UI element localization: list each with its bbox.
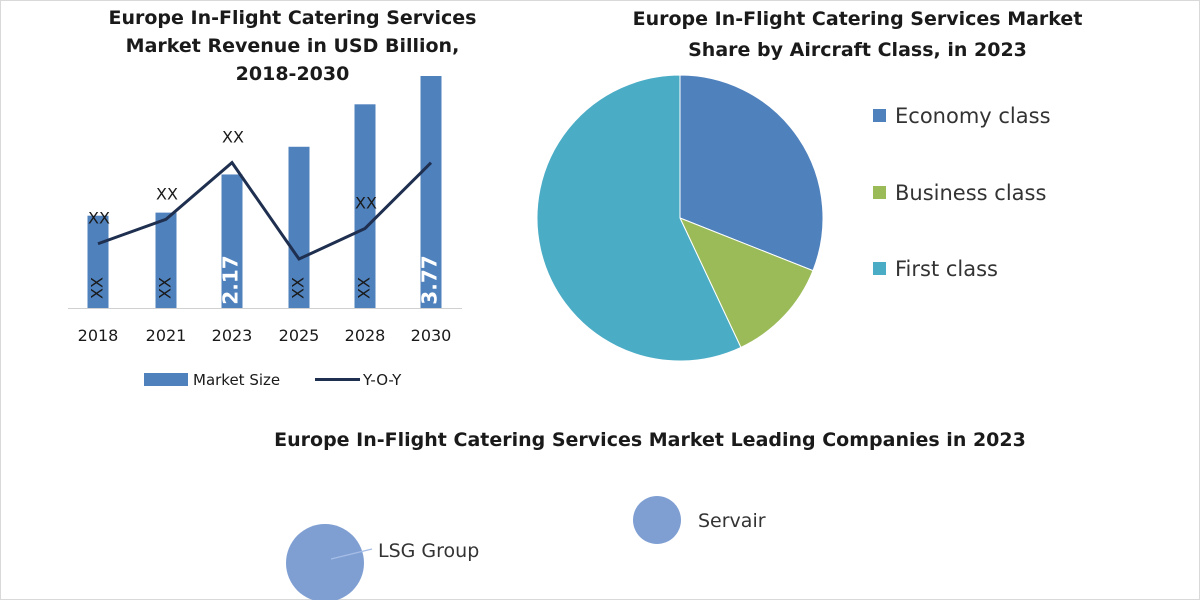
pie-chart-title-line-1: Europe In-Flight Catering Services Marke… [632,8,1083,30]
bar-2018 [87,215,109,308]
bar-2028 [354,104,376,308]
bubble-label-servair: Servair [698,510,766,532]
x-tick-2030: 2030 [411,326,452,345]
legend-swatch-market-size [144,373,188,386]
legend-label-market-size: Market Size [193,371,280,389]
bar-chart-title: Europe In-Flight Catering Services Marke… [95,4,490,88]
pie-chart: Economy class Business class First class [536,74,1051,362]
bar-label-2028: XX [355,277,374,299]
bar-chart-title-line-3: 2018-2030 [235,63,350,85]
pie-slice-business-class [679,217,814,349]
pie-legend-swatch-economy-class [873,109,886,122]
x-tick-2025: 2025 [279,326,320,345]
yoy-label-2028: XX [355,193,377,212]
bar-chart: XX 2018 XX 2021 2.17 2023 XX 2025 XX 2028 3.77 2030… [68,76,462,389]
bubble-leader-lsg-group [330,548,373,560]
bar-label-2018: XX [88,277,107,299]
yoy-label-2018: XX [88,209,110,228]
bar-2023 [221,174,243,308]
bar-2025 [288,146,310,308]
bubble-chart: Servair LSG Group [286,496,766,600]
bar-label-2021: XX [156,277,175,299]
legend-label-yoy: Y-O-Y [362,371,402,389]
pie-legend-label-economy-class: Economy class [895,104,1051,128]
bar-label-2030: 3.77 [418,255,442,304]
pie-chart-title-line-2: Share by Aircraft Class, in 2023 [688,39,1027,61]
yoy-label-2023: XX [222,128,244,147]
pie-legend-swatch-first-class [873,262,886,275]
pie-slice-economy-class [679,74,824,272]
bar-label-2023: 2.17 [219,255,243,304]
pie-legend-label-business-class: Business class [895,181,1046,205]
yoy-line [97,160,433,261]
bar-2030 [420,76,442,308]
x-tick-2021: 2021 [146,326,187,345]
bar-chart-title-line-2: Market Revenue in USD Billion, [125,35,460,57]
bubble-servair [633,496,681,544]
yoy-label-2021: XX [156,184,178,203]
bubble-lsg-group [286,524,364,600]
pie-legend-swatch-business-class [873,186,886,199]
bubble-label-lsg-group: LSG Group [378,540,479,562]
x-tick-2023: 2023 [212,326,253,345]
pie-chart-title: Europe In-Flight Catering Services Marke… [575,4,1140,66]
x-tick-2018: 2018 [78,326,119,345]
bubble-chart-title: Europe In-Flight Catering Services Marke… [274,429,1026,451]
bar-2021 [155,212,177,308]
pie-slice-first-class [536,74,742,362]
bar-label-2025: XX [289,277,308,299]
bar-chart-title-line-1: Europe In-Flight Catering Services [108,7,477,29]
pie-legend-label-first-class: First class [895,257,998,281]
x-tick-2028: 2028 [345,326,386,345]
